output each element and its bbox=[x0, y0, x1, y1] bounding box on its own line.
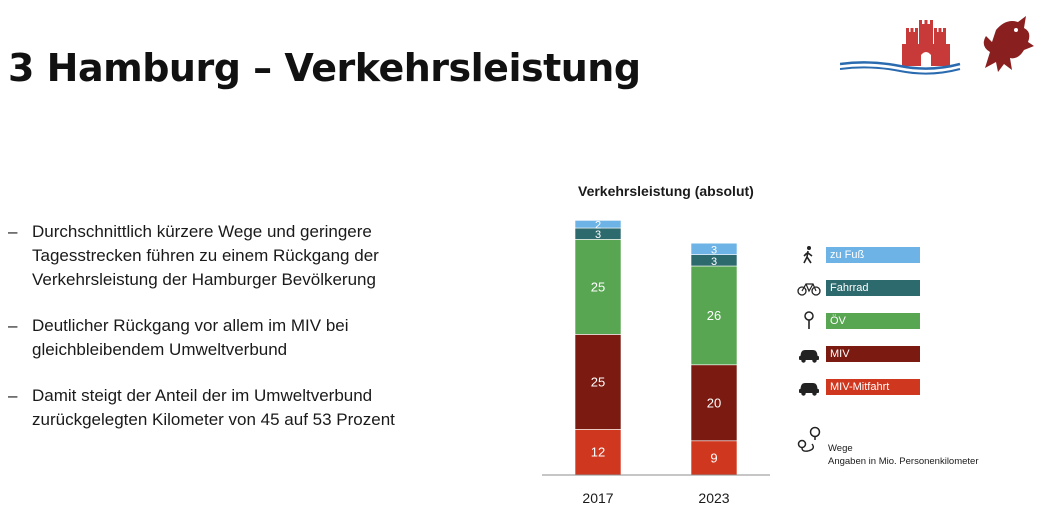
bullet-list: – Durchschnittlich kürzere Wege und geri… bbox=[8, 220, 478, 454]
legend-item: Fahrrad bbox=[796, 271, 920, 304]
x-tick-label: 2017 bbox=[582, 490, 613, 506]
bullet-dash: – bbox=[8, 316, 18, 335]
data-label: 3 bbox=[711, 256, 717, 268]
data-label: 26 bbox=[707, 308, 721, 323]
car-icon bbox=[796, 377, 822, 397]
lion-coat-of-arms-logo bbox=[983, 16, 1034, 72]
legend-label: MIV bbox=[826, 345, 920, 362]
data-label: 9 bbox=[710, 450, 717, 465]
bullet-text: Deutlicher Rückgang vor allem im MIV bei… bbox=[32, 316, 349, 359]
legend-label: MIV-Mitfahrt bbox=[826, 378, 920, 395]
bus-stop-icon bbox=[796, 310, 822, 331]
car-icon bbox=[796, 344, 822, 364]
data-label: 2 bbox=[595, 220, 601, 232]
bullet-text: Damit steigt der Anteil der im Umweltver… bbox=[32, 386, 395, 429]
bullet-text: Durchschnittlich kürzere Wege und gering… bbox=[32, 222, 379, 289]
legend-item: MIV bbox=[796, 337, 920, 370]
bar-segment bbox=[690, 242, 738, 255]
bullet-item: – Deutlicher Rückgang vor allem im MIV b… bbox=[8, 314, 478, 362]
legend-label: Fahrrad bbox=[826, 279, 920, 296]
data-label: 20 bbox=[707, 395, 721, 410]
bar-segment bbox=[574, 220, 622, 229]
data-label: 3 bbox=[595, 229, 601, 241]
route-pin-icon bbox=[797, 426, 821, 452]
bullet-dash: – bbox=[8, 386, 18, 405]
hamburg-coat-of-arms-logo bbox=[839, 16, 1034, 75]
note-line: Angaben in Mio. Personenkilometer bbox=[828, 456, 979, 467]
data-label: 25 bbox=[591, 279, 605, 294]
legend-label: zu Fuß bbox=[826, 246, 920, 263]
data-label: 3 bbox=[711, 244, 717, 256]
legend-item: MIV-Mitfahrt bbox=[796, 370, 920, 403]
chart-legend: zu Fuß Fahrrad ÖV MIV MIV-Mitfahrt bbox=[796, 238, 920, 403]
bicycle-icon bbox=[796, 278, 822, 298]
bar-segment bbox=[574, 429, 622, 476]
data-label: 12 bbox=[591, 445, 605, 460]
bullet-item: – Damit steigt der Anteil der im Umweltv… bbox=[8, 384, 478, 432]
chart-title: Verkehrsleistung (absolut) bbox=[578, 183, 754, 199]
data-label: 25 bbox=[591, 374, 605, 389]
bar-segment bbox=[574, 239, 622, 335]
legend-item: zu Fuß bbox=[796, 238, 920, 271]
legend-label: ÖV bbox=[826, 312, 920, 329]
pedestrian-icon bbox=[796, 245, 822, 265]
legend-item: ÖV bbox=[796, 304, 920, 337]
bar-segment bbox=[690, 440, 738, 476]
bullet-dash: – bbox=[8, 222, 18, 241]
page-title: 3 Hamburg – Verkehrsleistung bbox=[8, 46, 641, 90]
bullet-item: – Durchschnittlich kürzere Wege und geri… bbox=[8, 220, 478, 292]
note-line: Wege bbox=[828, 443, 853, 454]
chart-note: Wege Angaben in Mio. Personenkilometer bbox=[796, 424, 979, 468]
bar-segment bbox=[690, 265, 738, 366]
bar-segment bbox=[574, 334, 622, 430]
bar-segment bbox=[690, 364, 738, 442]
logos bbox=[839, 8, 1040, 78]
x-tick-label: 2023 bbox=[698, 490, 729, 506]
